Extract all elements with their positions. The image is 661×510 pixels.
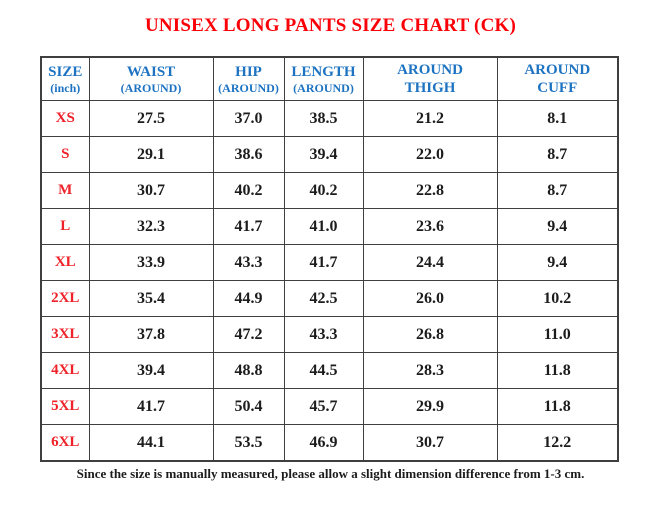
- page-title: UNISEX LONG PANTS SIZE CHART (CK): [144, 15, 517, 36]
- waist-value: 41.7: [88, 388, 214, 425]
- thigh-value: 30.7: [362, 424, 498, 462]
- thigh-value: 21.2: [362, 100, 498, 137]
- hip-value: 53.5: [212, 424, 285, 462]
- table-row: L 32.3 41.7 41.0 23.6 9.4: [40, 208, 619, 245]
- waist-value: 33.9: [88, 244, 214, 281]
- hip-value: 43.3: [212, 244, 285, 281]
- thigh-value: 29.9: [362, 388, 498, 425]
- cuff-value: 9.4: [496, 208, 619, 245]
- hip-value: 47.2: [212, 316, 285, 353]
- waist-value: 29.1: [88, 136, 214, 173]
- cuff-value: 9.4: [496, 244, 619, 281]
- cuff-value: 8.7: [496, 172, 619, 209]
- thigh-value: 22.0: [362, 136, 498, 173]
- size-label: 2XL: [40, 280, 90, 317]
- hip-value: 44.9: [212, 280, 285, 317]
- thigh-value: 26.0: [362, 280, 498, 317]
- hip-value: 38.6: [212, 136, 285, 173]
- size-label: L: [40, 208, 90, 245]
- hip-value: 50.4: [212, 388, 285, 425]
- thigh-value: 24.4: [362, 244, 498, 281]
- hip-value: 37.0: [212, 100, 285, 137]
- waist-value: 35.4: [88, 280, 214, 317]
- length-value: 41.7: [283, 244, 364, 281]
- header-thigh-line1: AROUND: [397, 62, 463, 78]
- waist-value: 44.1: [88, 424, 214, 462]
- cuff-value: 11.8: [496, 388, 619, 425]
- table-row: 4XL 39.4 48.8 44.5 28.3 11.8: [40, 352, 619, 389]
- thigh-value: 22.8: [362, 172, 498, 209]
- waist-value: 30.7: [88, 172, 214, 209]
- thigh-value: 23.6: [362, 208, 498, 245]
- size-label: M: [40, 172, 90, 209]
- table-row: M 30.7 40.2 40.2 22.8 8.7: [40, 172, 619, 209]
- table-row: 2XL 35.4 44.9 42.5 26.0 10.2: [40, 280, 619, 317]
- size-label: XL: [40, 244, 90, 281]
- header-hip-line2: (AROUND): [218, 80, 279, 95]
- cuff-value: 10.2: [496, 280, 619, 317]
- cuff-value: 8.7: [496, 136, 619, 173]
- table-row: XL 33.9 43.3 41.7 24.4 9.4: [40, 244, 619, 281]
- header-around-cuff: AROUND CUFF: [496, 56, 619, 101]
- waist-value: 27.5: [88, 100, 214, 137]
- cuff-value: 8.1: [496, 100, 619, 137]
- size-chart-table: SIZE (inch) WAIST (AROUND) HIP (AROUND) LEN…: [40, 56, 619, 462]
- header-length-line2: (AROUND): [293, 80, 354, 95]
- length-value: 43.3: [283, 316, 364, 353]
- size-label: 4XL: [40, 352, 90, 389]
- header-length-line1: LENGTH: [291, 63, 356, 80]
- waist-value: 37.8: [88, 316, 214, 353]
- hip-value: 40.2: [212, 172, 285, 209]
- table-row: S 29.1 38.6 39.4 22.0 8.7: [40, 136, 619, 173]
- header-cuff-line2: CUFF: [537, 80, 578, 96]
- size-label: S: [40, 136, 90, 173]
- table-row: 5XL 41.7 50.4 45.7 29.9 11.8: [40, 388, 619, 425]
- header-size: SIZE (inch): [40, 56, 90, 101]
- waist-value: 32.3: [88, 208, 214, 245]
- header-length: LENGTH (AROUND): [283, 56, 364, 101]
- table-row: XS 27.5 37.0 38.5 21.2 8.1: [40, 100, 619, 137]
- length-value: 39.4: [283, 136, 364, 173]
- length-value: 41.0: [283, 208, 364, 245]
- thigh-value: 26.8: [362, 316, 498, 353]
- header-hip: HIP (AROUND): [212, 56, 285, 101]
- header-waist-line2: (AROUND): [120, 80, 182, 95]
- footer-note: Since the size is manually measured, ple…: [76, 466, 585, 481]
- length-value: 46.9: [283, 424, 364, 462]
- header-thigh-line2: THIGH: [404, 80, 456, 96]
- header-size-line1: SIZE: [48, 63, 83, 80]
- hip-value: 41.7: [212, 208, 285, 245]
- length-value: 42.5: [283, 280, 364, 317]
- size-label: 3XL: [40, 316, 90, 353]
- header-around-thigh: AROUND THIGH: [362, 56, 498, 101]
- cuff-value: 11.8: [496, 352, 619, 389]
- header-cuff-line1: AROUND: [524, 62, 591, 78]
- table-row: 6XL 44.1 53.5 46.9 30.7 12.2: [40, 424, 619, 462]
- length-value: 44.5: [283, 352, 364, 389]
- size-label: 6XL: [40, 424, 90, 462]
- length-value: 40.2: [283, 172, 364, 209]
- header-hip-line1: HIP: [235, 63, 262, 80]
- waist-value: 39.4: [88, 352, 214, 389]
- header-size-line2: (inch): [50, 80, 81, 95]
- table-header-row: SIZE (inch) WAIST (AROUND) HIP (AROUND) LEN…: [40, 56, 619, 101]
- header-waist: WAIST (AROUND): [88, 56, 214, 101]
- hip-value: 48.8: [212, 352, 285, 389]
- size-label: XS: [40, 100, 90, 137]
- length-value: 38.5: [283, 100, 364, 137]
- header-waist-line1: WAIST: [126, 63, 176, 80]
- size-label: 5XL: [40, 388, 90, 425]
- cuff-value: 11.0: [496, 316, 619, 353]
- length-value: 45.7: [283, 388, 364, 425]
- thigh-value: 28.3: [362, 352, 498, 389]
- table-row: 3XL 37.8 47.2 43.3 26.8 11.0: [40, 316, 619, 353]
- cuff-value: 12.2: [496, 424, 619, 462]
